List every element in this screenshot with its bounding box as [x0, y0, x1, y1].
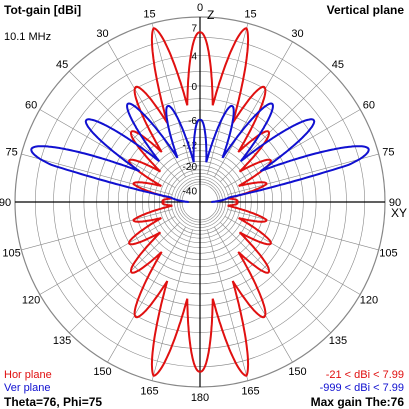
angle-spoke: [227, 153, 379, 195]
angle-label: 90: [0, 197, 11, 209]
chart-title: Tot-gain [dBi]: [4, 3, 82, 17]
ver-plane-pattern: [30, 102, 370, 203]
theta-phi-readout: Theta=76, Phi=75: [4, 395, 103, 409]
angle-label: 135: [53, 335, 71, 347]
angle-label: 45: [56, 59, 68, 71]
angle-spoke: [214, 41, 293, 178]
angle-spoke: [224, 216, 361, 295]
radial-tick-label: 4: [191, 51, 197, 62]
angle-spoke: [220, 222, 332, 334]
angle-spoke: [107, 226, 186, 363]
angle-spoke: [107, 41, 186, 178]
polar-grid: [14, 16, 386, 388]
angle-label: 165: [241, 385, 259, 397]
angle-label: 90: [389, 197, 401, 209]
max-gain-readout: Max gain The:76: [310, 395, 404, 409]
hor-legend-label: Hor plane: [4, 369, 52, 381]
ver-range: -999 < dBi < 7.99: [319, 382, 404, 394]
radial-tick-label: 0: [191, 82, 197, 93]
angle-label: 165: [140, 385, 158, 397]
xy-axis-label: XY: [391, 206, 407, 220]
angle-spoke: [207, 23, 249, 175]
radial-tick-labels: 7 4 0 -6 -12 -20 -40: [183, 23, 198, 197]
radial-tick-label: -20: [183, 162, 198, 173]
angle-spoke: [21, 209, 173, 251]
angle-spoke: [227, 209, 379, 251]
radial-tick-label: -12: [183, 140, 198, 151]
angle-label: 105: [379, 248, 397, 260]
angle-label: 180: [191, 392, 209, 404]
angle-label: 150: [93, 366, 111, 378]
angle-spoke: [68, 70, 180, 182]
z-axis-label: Z: [207, 8, 214, 22]
angle-spoke: [21, 153, 173, 195]
angle-label: 120: [360, 295, 378, 307]
angle-label: 150: [288, 366, 306, 378]
angle-label: 135: [329, 335, 347, 347]
angle-label: 15: [143, 9, 155, 21]
plane-label: Vertical plane: [326, 3, 404, 17]
angle-label: 30: [96, 28, 108, 40]
radial-tick-label: -6: [188, 116, 197, 127]
angle-label: 0: [197, 2, 203, 14]
angle-label: 75: [382, 147, 394, 159]
radial-tick-label: -40: [183, 187, 198, 198]
angle-spoke: [39, 109, 176, 188]
angle-label: 15: [244, 9, 256, 21]
angle-spoke: [68, 222, 180, 334]
angle-label: 75: [5, 147, 17, 159]
frequency-label: 10.1 MHz: [4, 31, 52, 43]
ver-legend-label: Ver plane: [4, 382, 51, 394]
radial-tick-label: 7: [191, 23, 197, 34]
angle-label: 30: [291, 28, 303, 40]
angle-spoke: [224, 109, 361, 188]
angle-label: 60: [363, 100, 375, 112]
angle-spoke: [214, 226, 293, 363]
angle-spoke: [151, 23, 193, 175]
hor-range: -21 < dBi < 7.99: [325, 369, 404, 381]
angle-label: 45: [332, 59, 344, 71]
hor-plane-pattern: [128, 27, 272, 377]
angle-label: 60: [25, 100, 37, 112]
angle-spoke: [207, 229, 249, 381]
angle-spoke: [151, 229, 193, 381]
angle-spoke: [39, 216, 176, 295]
angle-spoke: [220, 70, 332, 182]
angle-label: 120: [22, 295, 40, 307]
angle-label: 105: [2, 248, 20, 260]
angle-labels: 0153045607590105120135150165180165150135…: [0, 2, 407, 404]
